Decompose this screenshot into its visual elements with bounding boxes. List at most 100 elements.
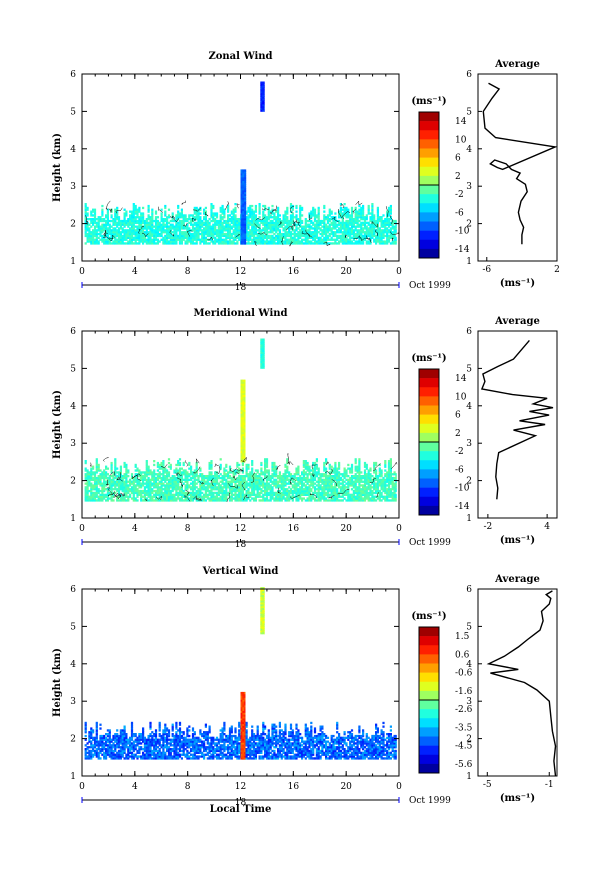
- heatmap-cell: [92, 234, 95, 238]
- heatmap-cell: [367, 223, 370, 226]
- heatmap-cell: [197, 480, 200, 483]
- heatmap-cell: [178, 240, 182, 243]
- heatmap-cell: [95, 482, 98, 485]
- heatmap-cell: [191, 227, 195, 230]
- heatmap-cell: [178, 227, 182, 230]
- heatmap-cell: [386, 218, 389, 221]
- heatmap-cell: [371, 229, 374, 232]
- heatmap-cell: [166, 229, 169, 232]
- heatmap-cell: [106, 216, 109, 219]
- heatmap-cell: [258, 234, 261, 238]
- heatmap-cell: [153, 231, 156, 234]
- heatmap-cell: [299, 240, 302, 243]
- heatmap-cell: [258, 212, 261, 215]
- heatmap-cell: [99, 478, 102, 481]
- heatmap-cell: [86, 491, 89, 495]
- heatmap-cell: [391, 231, 394, 234]
- heatmap-cell: [317, 242, 320, 245]
- heatmap-cell: [93, 240, 97, 243]
- heatmap-cell: [260, 240, 263, 243]
- heatmap-cell: [389, 232, 392, 236]
- heatmap-cell: [251, 473, 254, 476]
- heatmap-cell: [99, 229, 102, 232]
- heatmap-cell: [145, 223, 148, 226]
- heatmap-cell: [158, 499, 161, 502]
- heatmap-cell: [188, 491, 191, 495]
- heatmap-cell: [241, 497, 244, 500]
- heatmap-cell: [260, 105, 263, 109]
- heatmap-cell: [86, 206, 89, 210]
- heatmap-cell: [310, 475, 313, 478]
- heatmap-cell: [219, 225, 222, 228]
- heatmap-cell: [86, 469, 89, 472]
- heatmap-cell: [244, 178, 247, 181]
- heatmap-cell: [182, 214, 185, 217]
- heatmap-cell: [134, 465, 137, 468]
- heatmap-cell: [228, 471, 232, 474]
- heatmap-cell: [201, 476, 204, 480]
- heatmap-cell: [286, 221, 289, 224]
- heatmap-cell: [271, 221, 274, 224]
- heatmap-cell: [323, 469, 326, 472]
- heatmap-cell: [249, 478, 252, 481]
- heatmap-cell: [277, 232, 280, 236]
- heatmap-cell: [315, 484, 318, 487]
- heatmap-cell: [151, 242, 154, 245]
- heatmap-cell: [332, 480, 335, 483]
- heatmap-cell: [138, 242, 141, 245]
- heatmap-cell: [277, 484, 280, 487]
- heatmap-cell: [169, 478, 172, 481]
- contour-line: [183, 222, 188, 227]
- heatmap-cell: [313, 229, 317, 232]
- heatmap-cell: [380, 221, 383, 224]
- heatmap-cell: [142, 218, 145, 221]
- heatmap-cell: [169, 497, 172, 500]
- heatmap-cell: [208, 232, 211, 236]
- heatmap-cell: [349, 484, 352, 487]
- heatmap-cell: [184, 499, 187, 502]
- heatmap-cell: [197, 491, 200, 495]
- heatmap-cell: [147, 473, 150, 476]
- heatmap-cell: [306, 469, 309, 472]
- heatmap-cell: [188, 486, 191, 489]
- heatmap-cell: [193, 212, 196, 215]
- heatmap-cell: [228, 497, 232, 500]
- heatmap-cell: [384, 229, 387, 232]
- heatmap-cell: [227, 471, 230, 474]
- heatmap-cell: [90, 236, 93, 239]
- heatmap-cell: [264, 81, 265, 84]
- heatmap-cell: [312, 495, 315, 498]
- heatmap-cell: [371, 236, 374, 239]
- heatmap-cell: [384, 242, 387, 245]
- heatmap-cell: [215, 476, 219, 480]
- heatmap-cell: [114, 231, 117, 234]
- heatmap-cell: [339, 489, 342, 493]
- heatmap-cell: [195, 486, 198, 489]
- heatmap-cell: [221, 499, 224, 502]
- heatmap-cell: [210, 234, 213, 238]
- heatmap-cell: [339, 231, 342, 234]
- heatmap-cell: [350, 484, 354, 487]
- heatmap-cell: [325, 480, 328, 483]
- heatmap-cell: [387, 206, 391, 210]
- heatmap-cell: [308, 225, 311, 228]
- heatmap-cell: [240, 486, 243, 489]
- heatmap-cell: [129, 216, 132, 219]
- heatmap-cell: [251, 486, 254, 489]
- heatmap-cell: [116, 231, 119, 234]
- heatmap-cell: [286, 227, 289, 230]
- heatmap-cell: [151, 225, 154, 228]
- heatmap-cell: [352, 219, 355, 223]
- heatmap-cell: [236, 493, 239, 496]
- heatmap-cell: [195, 227, 198, 230]
- heatmap-cell: [193, 242, 196, 245]
- heatmap-cell: [304, 242, 307, 245]
- heatmap-cell: [129, 480, 132, 483]
- heatmap-cell: [125, 489, 128, 493]
- heatmap-cell: [230, 476, 233, 480]
- heatmap-cell: [136, 469, 139, 472]
- heatmap-cell: [289, 491, 293, 495]
- heatmap-cell: [138, 232, 141, 236]
- heatmap-cell: [88, 476, 91, 480]
- heatmap-cell: [166, 478, 169, 481]
